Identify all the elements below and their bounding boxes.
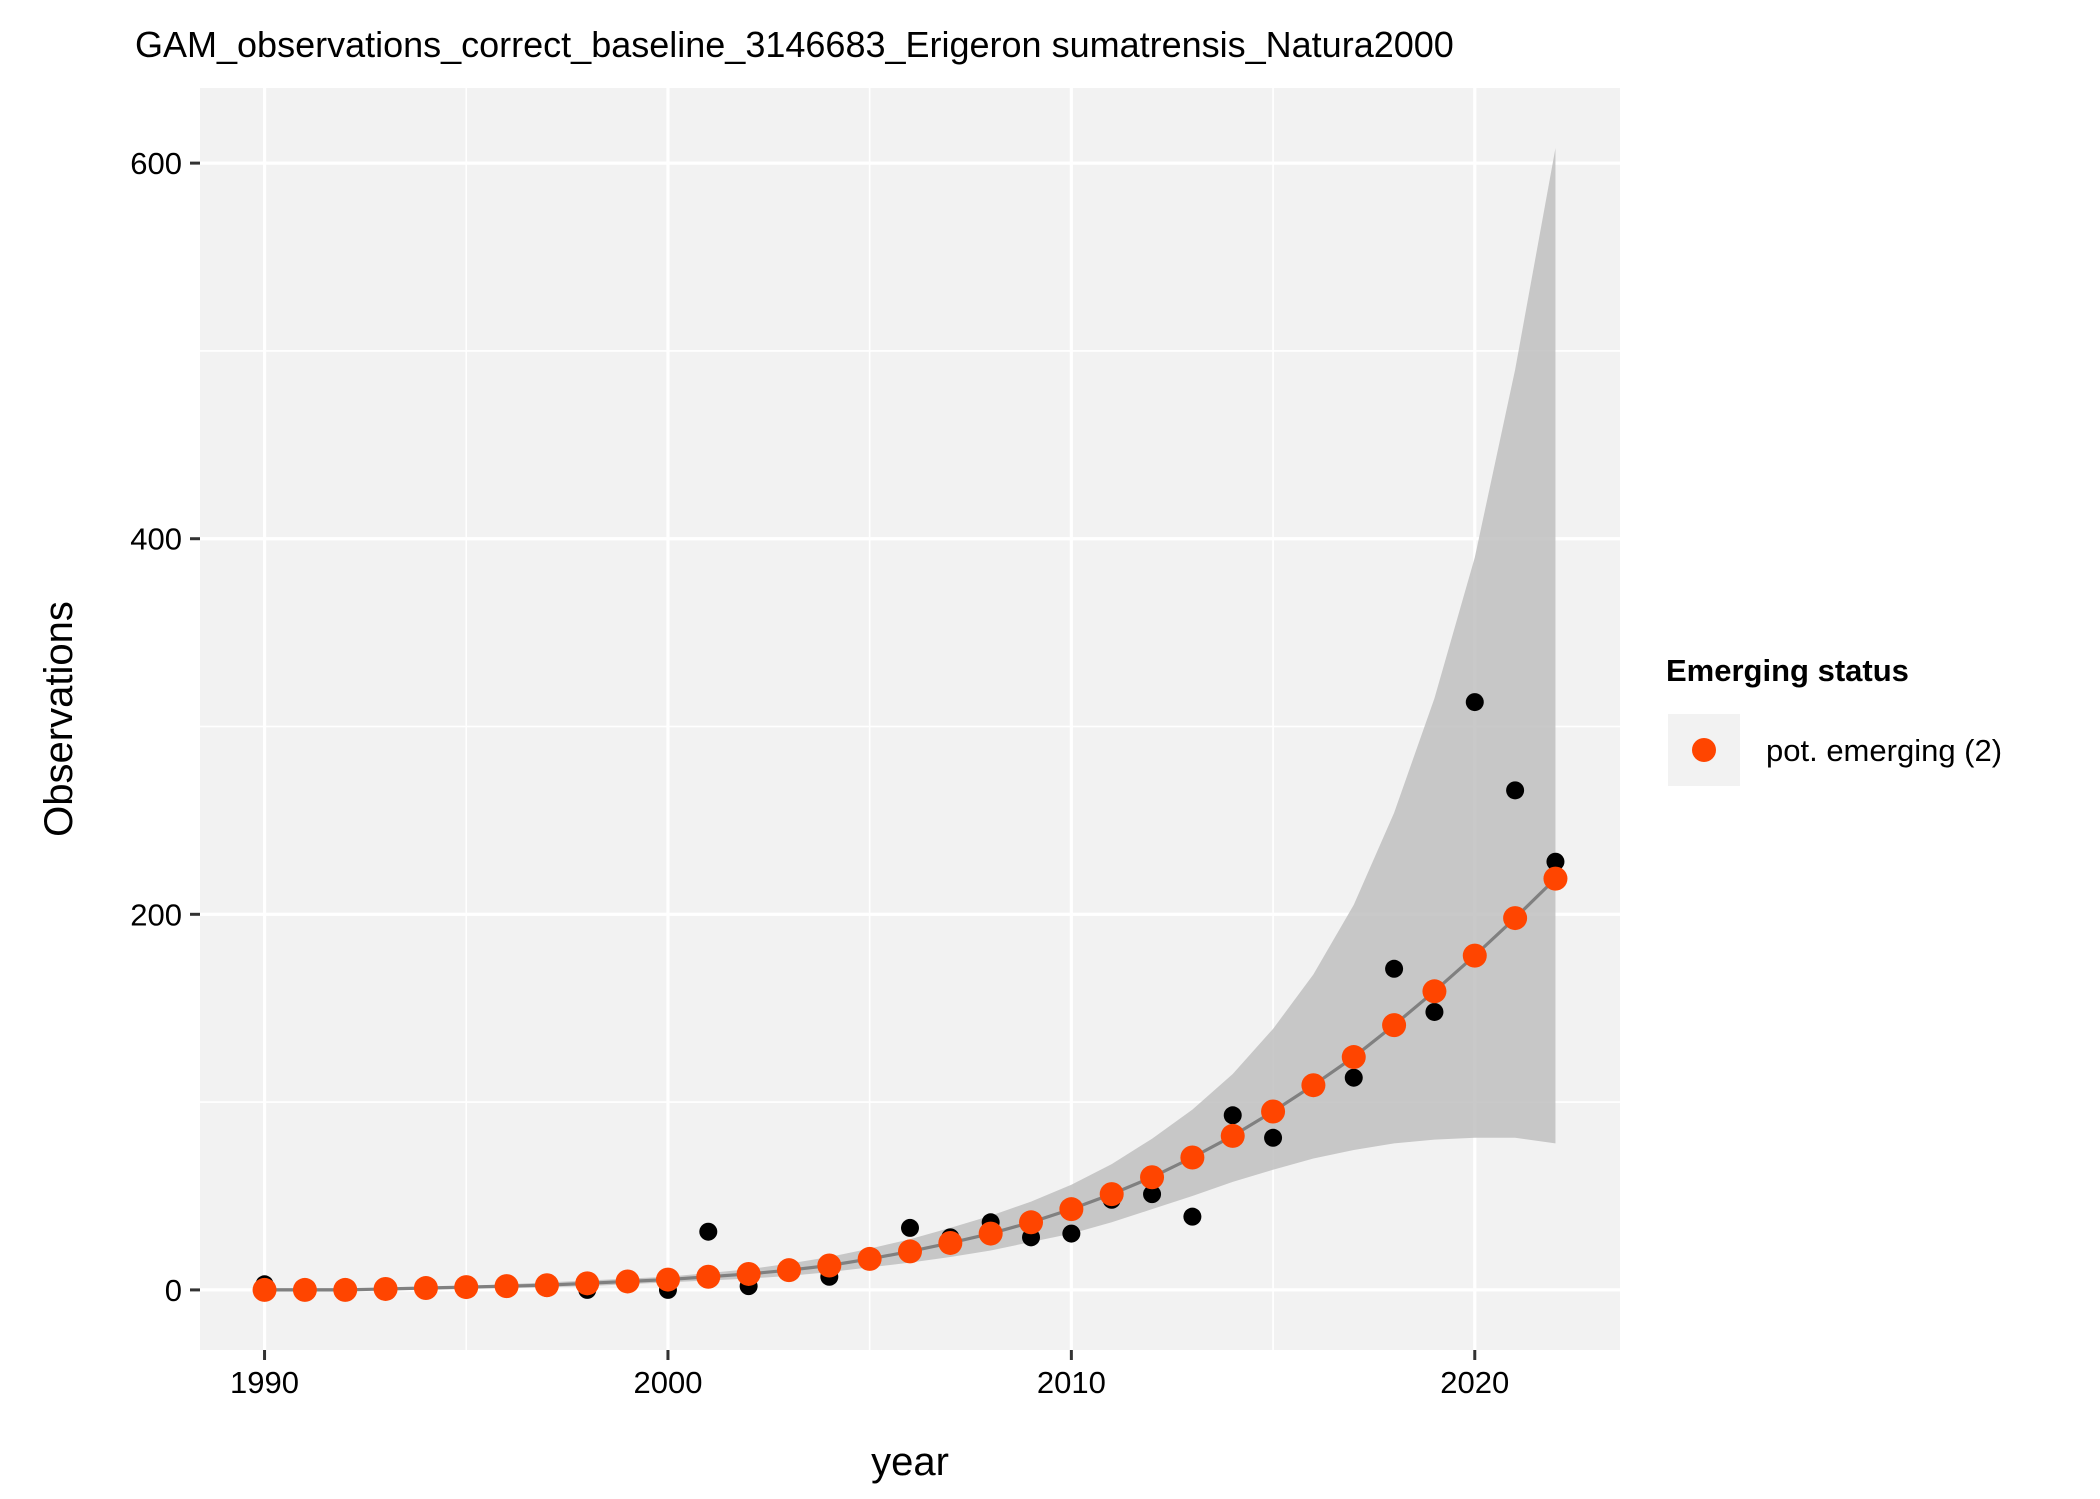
- observation-point: [1143, 1185, 1162, 1204]
- fitted-point: [252, 1277, 277, 1302]
- fitted-point: [655, 1267, 680, 1292]
- fitted-point: [1180, 1145, 1205, 1170]
- fitted-point: [1140, 1165, 1165, 1190]
- x-tick-label: 1990: [230, 1365, 299, 1400]
- observation-point: [901, 1218, 919, 1237]
- legend: Emerging status pot. emerging (2): [1666, 653, 2002, 786]
- observation-point: [699, 1222, 718, 1241]
- fitted-point: [978, 1221, 1003, 1246]
- fitted-point: [1059, 1197, 1084, 1222]
- fitted-point: [454, 1275, 479, 1300]
- fitted-point: [534, 1273, 559, 1298]
- fitted-point: [1422, 979, 1447, 1004]
- fitted-point: [1099, 1182, 1124, 1207]
- fitted-point: [333, 1277, 358, 1302]
- y-axis-title: Observations: [37, 601, 81, 837]
- fitted-points: [252, 866, 1568, 1302]
- fitted-point: [494, 1274, 519, 1299]
- fitted-point: [413, 1276, 438, 1301]
- fitted-point: [1503, 906, 1528, 931]
- fitted-point: [615, 1269, 640, 1294]
- fitted-point: [857, 1246, 882, 1271]
- y-tick-label: 600: [130, 146, 182, 181]
- fitted-point: [776, 1258, 801, 1283]
- fitted-point: [1301, 1073, 1326, 1098]
- x-tick-label: 2010: [1037, 1365, 1106, 1400]
- fitted-point: [938, 1230, 963, 1255]
- observation-point: [1062, 1224, 1081, 1243]
- observation-point: [1465, 693, 1484, 712]
- x-axis-title: year: [871, 1440, 949, 1484]
- fitted-point: [1019, 1210, 1044, 1235]
- y-tick-label: 0: [165, 1273, 182, 1308]
- fitted-point: [1220, 1123, 1245, 1148]
- y-tick-label: 200: [130, 897, 182, 932]
- y-axis: 0 200 400 600: [130, 146, 200, 1308]
- observation-point: [1223, 1106, 1242, 1125]
- fitted-point: [292, 1277, 317, 1302]
- fitted-point: [373, 1276, 398, 1301]
- observation-point: [1506, 781, 1525, 800]
- fitted-point: [1462, 943, 1487, 968]
- observation-point: [1344, 1068, 1363, 1087]
- observation-point: [1183, 1207, 1202, 1226]
- fitted-point: [1341, 1045, 1366, 1070]
- fitted-point: [575, 1271, 600, 1296]
- x-tick-label: 2020: [1440, 1365, 1509, 1400]
- chart-title: GAM_observations_correct_baseline_314668…: [135, 24, 1454, 65]
- observation-point: [1264, 1128, 1283, 1147]
- x-tick-label: 2000: [633, 1365, 702, 1400]
- grid-minor: [200, 88, 1620, 1350]
- observation-point: [1385, 959, 1404, 978]
- observation-point: [1546, 852, 1565, 871]
- y-tick-label: 400: [130, 522, 182, 557]
- fitted-point: [1382, 1013, 1407, 1038]
- fitted-point: [817, 1253, 842, 1278]
- legend-title: Emerging status: [1666, 653, 1909, 688]
- fitted-point: [696, 1264, 721, 1289]
- x-axis: 1990 2000 2010 2020: [230, 1350, 1509, 1400]
- fitted-point: [898, 1239, 922, 1264]
- fitted-point: [736, 1261, 761, 1286]
- fitted-point: [1543, 866, 1568, 891]
- fitted-point: [1261, 1099, 1286, 1124]
- legend-label: pot. emerging (2): [1766, 733, 2002, 768]
- plot-panel: [200, 88, 1620, 1350]
- observation-point: [1425, 1002, 1444, 1021]
- legend-marker-pot-emerging: [1692, 738, 1716, 762]
